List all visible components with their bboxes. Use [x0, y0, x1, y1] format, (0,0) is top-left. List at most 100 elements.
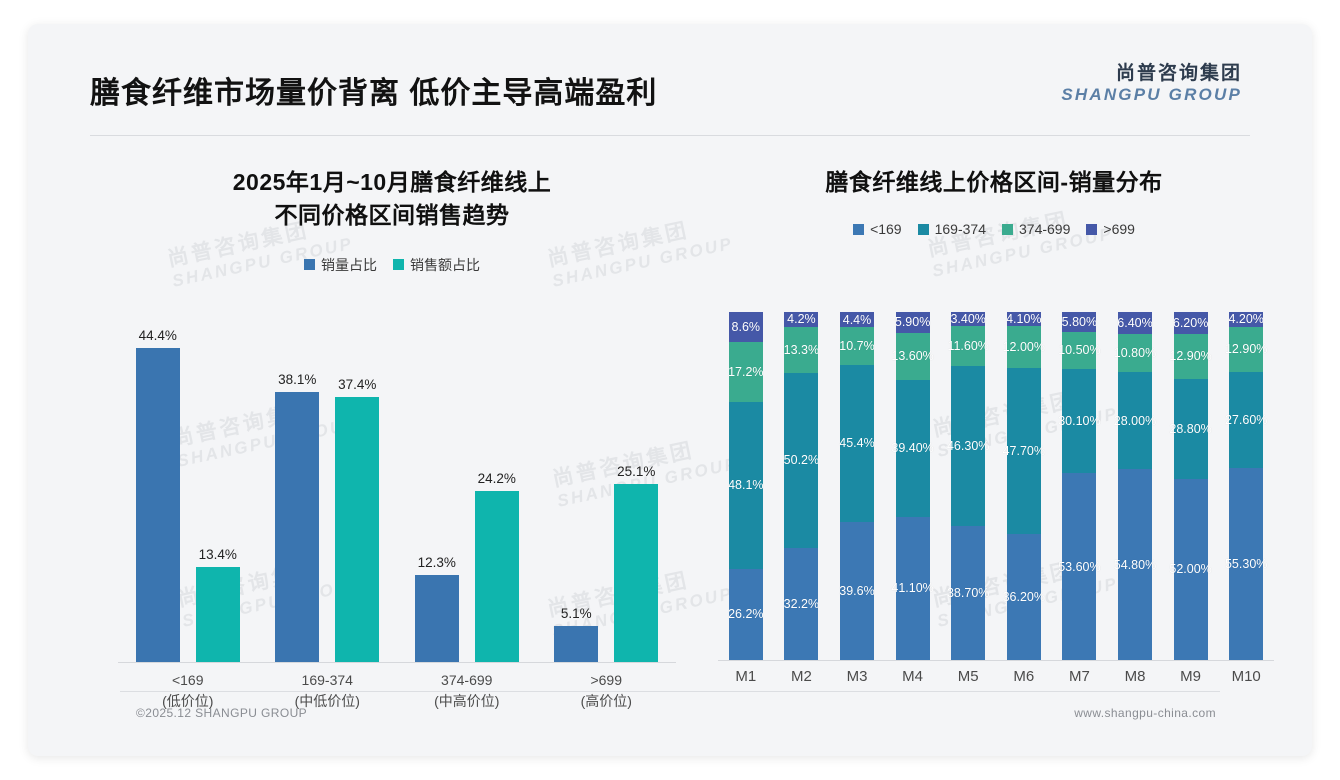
left-chart-axis-line	[118, 662, 676, 663]
stack-segment[interactable]: 50.2%	[784, 372, 819, 548]
stack-segment[interactable]: 39.6%	[839, 522, 875, 660]
stacked-bar[interactable]: 4.20% 12.90% 27.60% 55.30%	[1225, 312, 1267, 660]
stacked-bar[interactable]: 6.40% 10.80% 28.00% 54.80%	[1114, 312, 1156, 660]
stack-segment[interactable]: 53.60%	[1058, 473, 1101, 661]
legend-item-1[interactable]: 销售额占比	[393, 255, 480, 275]
legend-label: 销售额占比	[410, 256, 480, 273]
stack-segment[interactable]: 4.2%	[784, 312, 819, 327]
bar-value-label: 12.3%	[417, 554, 456, 570]
right-chart-title: 膳食纤维线上价格区间-销量分布	[825, 169, 1163, 195]
stack-segment[interactable]: 27.60%	[1225, 371, 1267, 468]
legend-item-0[interactable]: <169	[853, 221, 902, 237]
stack-segment[interactable]: 30.10%	[1058, 368, 1101, 474]
x-label-tier: (中低价位)	[294, 693, 360, 709]
stack-segment[interactable]: 54.80%	[1114, 469, 1156, 660]
stack-segment[interactable]: 45.4%	[839, 364, 875, 523]
stack-segment[interactable]: 28.80%	[1169, 378, 1212, 479]
stack-segment[interactable]: 10.80%	[1114, 334, 1156, 372]
segment-value-label: 26.2%	[728, 607, 764, 622]
stack-segment[interactable]: 12.90%	[1225, 326, 1267, 372]
x-axis-month-label: M6	[1013, 668, 1035, 685]
segment-value-label: 48.1%	[728, 478, 764, 493]
right-chart-plot-area: 8.6% 17.2% 48.1% 26.2% 4.2% 13.3% 50.2% 32.2% 4.…	[718, 312, 1274, 661]
bar-revenue[interactable]: 13.4%	[195, 547, 240, 662]
x-axis-month-label: M8	[1124, 668, 1146, 685]
stacked-bar[interactable]: 4.2% 13.3% 50.2% 32.2%	[784, 312, 819, 660]
footer-divider	[120, 691, 1220, 692]
segment-value-label: 11.60%	[947, 339, 989, 354]
bar-volume[interactable]: 38.1%	[275, 372, 320, 662]
legend-item-3[interactable]: >699	[1086, 221, 1135, 237]
slide-canvas: 尚普咨询集团 SHANGPU GROUP 尚普咨询集团 SHANGPU GROUP …	[28, 24, 1312, 756]
stack-segment[interactable]: 6.20%	[1173, 312, 1208, 334]
stacked-bar[interactable]: 3.40% 11.60% 46.30% 38.70%	[947, 312, 989, 660]
x-axis-month-label: M9	[1180, 668, 1202, 685]
stack-segment[interactable]: 36.20%	[1003, 534, 1045, 660]
stack-segment[interactable]: 5.90%	[895, 312, 930, 333]
stacked-bar[interactable]: 4.10% 12.00% 47.70% 36.20%	[1003, 312, 1045, 660]
brand-name-en: SHANGPU GROUP	[1061, 84, 1242, 104]
bar-volume[interactable]: 12.3%	[414, 555, 459, 662]
footer-copyright: ©2025.12 SHANGPU GROUP	[136, 706, 308, 720]
stacked-bar[interactable]: 5.90% 13.60% 39.40% 41.10%	[891, 312, 934, 660]
slide-header: 膳食纤维市场量价背离 低价主导高端盈利 尚普咨询集团 SHANGPU GROUP	[28, 24, 1312, 136]
stack-segment[interactable]: 4.4%	[840, 312, 874, 328]
stack-segment[interactable]: 52.00%	[1169, 478, 1212, 660]
bar-fill	[275, 392, 320, 662]
company-logo: 尚普咨询集团 SHANGPU GROUP	[1061, 63, 1242, 104]
stack-segment[interactable]: 41.10%	[891, 516, 934, 660]
stack-segment[interactable]: 46.30%	[947, 366, 989, 527]
stack-segment[interactable]: 28.00%	[1114, 371, 1156, 470]
stack-segment[interactable]: 10.7%	[839, 327, 875, 365]
bar-revenue[interactable]: 37.4%	[335, 377, 380, 662]
stack-segment[interactable]: 47.70%	[1003, 368, 1045, 535]
stack-segment[interactable]: 17.2%	[728, 341, 764, 402]
stack-segment[interactable]: 12.90%	[1169, 333, 1212, 379]
stack-segment[interactable]: 4.20%	[1228, 312, 1264, 327]
stack-segment[interactable]: 5.80%	[1062, 312, 1097, 333]
x-label-tier: (高价位)	[580, 693, 632, 709]
x-axis-category-label: 169-374 (中低价位)	[258, 670, 398, 712]
stacked-bar[interactable]: 4.4% 10.7% 45.4% 39.6%	[839, 312, 875, 660]
right-chart-legend: <169 169-374 374-699 >699	[704, 221, 1284, 237]
stack-segment[interactable]: 8.6%	[728, 312, 763, 342]
stack-segment[interactable]: 6.40%	[1117, 312, 1153, 335]
legend-label: 销量占比	[321, 256, 377, 273]
bar-fill	[554, 625, 599, 662]
stacked-bar[interactable]: 8.6% 17.2% 48.1% 26.2%	[728, 312, 764, 660]
bar-revenue[interactable]: 24.2%	[474, 471, 519, 662]
stack-segment[interactable]: 39.40%	[891, 379, 934, 517]
bar-fill	[135, 347, 180, 662]
stack-segment[interactable]: 48.1%	[728, 401, 764, 569]
stack-segment[interactable]: 4.10%	[1006, 312, 1042, 327]
legend-item-0[interactable]: 销量占比	[304, 255, 377, 275]
stack-segment[interactable]: 38.70%	[947, 526, 989, 660]
bar-revenue[interactable]: 25.1%	[614, 464, 659, 662]
bar-value-label: 38.1%	[278, 372, 317, 388]
stack-segment[interactable]: 32.2%	[784, 547, 819, 660]
stack-segment[interactable]: 11.60%	[947, 326, 989, 367]
legend-swatch-icon	[1002, 223, 1013, 235]
legend-item-2[interactable]: 374-699	[1002, 221, 1070, 237]
bar-volume[interactable]: 44.4%	[135, 328, 180, 662]
segment-value-label: 39.40%	[891, 441, 934, 456]
stack-segment[interactable]: 13.3%	[784, 326, 819, 373]
stack-segment[interactable]: 12.00%	[1003, 326, 1045, 369]
bar-volume[interactable]: 5.1%	[554, 606, 599, 662]
stack-segment[interactable]: 3.40%	[950, 312, 986, 326]
stacked-bar[interactable]: 6.20% 12.90% 28.80% 52.00%	[1169, 312, 1212, 660]
stack-segment[interactable]: 13.60%	[891, 332, 934, 380]
segment-value-label: 17.2%	[728, 364, 764, 379]
stacked-bar[interactable]: 5.80% 10.50% 30.10% 53.60%	[1058, 312, 1101, 661]
stack-segment[interactable]: 10.50%	[1058, 332, 1101, 369]
segment-value-label: 39.6%	[839, 584, 875, 599]
stack-segment[interactable]: 26.2%	[728, 568, 764, 660]
left-chart-legend: 销量占比 销售额占比	[92, 255, 692, 275]
x-axis-category-label: <169 (低价位)	[118, 670, 258, 712]
legend-item-1[interactable]: 169-374	[917, 221, 986, 237]
bar-fill	[335, 397, 380, 662]
segment-value-label: 28.00%	[1113, 413, 1157, 428]
segment-value-label: 10.80%	[1113, 346, 1157, 361]
stack-segment[interactable]: 55.30%	[1225, 467, 1267, 660]
bar-group: 5.1% 25.1%	[537, 322, 677, 662]
